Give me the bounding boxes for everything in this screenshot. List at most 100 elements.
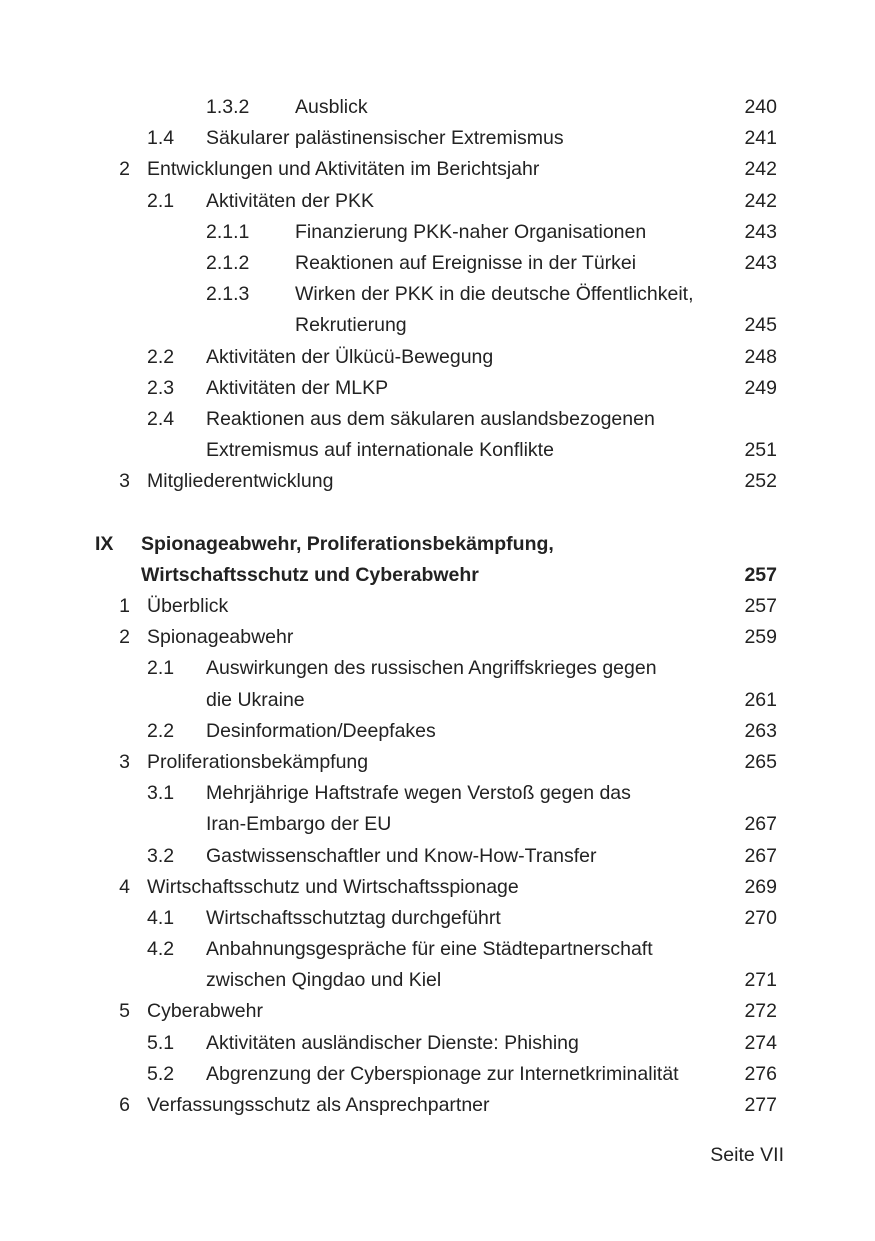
- entry-page: 271: [744, 969, 777, 992]
- entry-number: 2: [119, 626, 130, 649]
- entry-title: Spionageabwehr, Proliferationsbekämpfung…: [141, 532, 554, 555]
- entry-title: Aktivitäten der Ülkücü-Bewegung: [206, 345, 494, 368]
- entry-title: Verfassungsschutz als Ansprechpartner: [147, 1094, 490, 1116]
- toc-entry[interactable]: 3.2 Gastwissenschaftler und Know-How-Tran…: [0, 841, 875, 872]
- toc-line: Iran-Embargo der EU 267: [0, 809, 875, 840]
- toc-line: 2.3 Aktivitäten der MLKP 249: [0, 373, 875, 404]
- page-number: Seite VII: [710, 1144, 784, 1166]
- entry-page: 240: [744, 96, 777, 118]
- toc-entry[interactable]: 2.1.2 Reaktionen auf Ereignisse in der Tü…: [0, 248, 875, 279]
- entry-number: 2.2: [147, 345, 175, 368]
- entry-page: 257: [744, 563, 777, 586]
- entry-page: 252: [744, 470, 777, 493]
- entry-title: Ausblick: [295, 96, 368, 118]
- toc-line: 2.1.1 Finanzierung PKK-naher Organisation…: [0, 217, 875, 248]
- entry-page: 263: [744, 719, 777, 742]
- toc-line: 3 Mitgliederentwicklung 252: [0, 466, 875, 497]
- entry-title: Wirtschaftsschutz und Cyberabwehr: [141, 563, 479, 586]
- entry-page: 249: [744, 376, 777, 399]
- toc-line: 2 Entwicklungen und Aktivitäten im Berich…: [0, 154, 875, 185]
- toc-entry[interactable]: 2.1 Auswirkungen des russischen Angriffsk…: [0, 653, 875, 715]
- entry-number: IX: [95, 532, 114, 555]
- toc-line: Wirtschaftsschutz und Cyberabwehr 257: [0, 560, 875, 591]
- entry-title: Wirtschaftsschutztag durchgeführt: [206, 906, 501, 929]
- toc-entry[interactable]: 6 Verfassungsschutz als Ansprechpartner 27…: [0, 1090, 875, 1121]
- entry-number: 3.1: [147, 782, 175, 805]
- entry-title: Spionageabwehr: [147, 626, 294, 649]
- entry-title: Mehrjährige Haftstrafe wegen Verstoß geg…: [206, 782, 631, 805]
- entry-number: 1.3.2: [206, 96, 250, 118]
- entry-number: 5: [119, 1000, 130, 1023]
- toc-line: 5 Cyberabwehr 272: [0, 996, 875, 1027]
- entry-title: Desinformation/Deepfakes: [206, 719, 436, 742]
- toc-entry[interactable]: 1.3.2 Ausblick 240: [0, 92, 875, 123]
- entry-page: 257: [744, 595, 777, 617]
- toc-entry[interactable]: 2 Entwicklungen und Aktivitäten im Berich…: [0, 154, 875, 185]
- toc-line: 4.2 Anbahnungsgespräche für eine Städtepa…: [0, 934, 875, 965]
- toc-entry[interactable]: 2.3 Aktivitäten der MLKP 249: [0, 373, 875, 404]
- entry-number: 3.2: [147, 844, 175, 867]
- entry-number: 2.2: [147, 719, 175, 742]
- entry-title: die Ukraine: [206, 688, 305, 711]
- entry-number: 2.1.1: [206, 220, 250, 243]
- toc-entry[interactable]: 2.1 Aktivitäten der PKK 242: [0, 186, 875, 217]
- chapter-entry[interactable]: IX Spionageabwehr, Proliferationsbekämpfu…: [0, 529, 875, 591]
- entry-page: 270: [744, 906, 777, 929]
- toc-entry[interactable]: 2 Spionageabwehr 259: [0, 622, 875, 653]
- toc-entry[interactable]: 5.2 Abgrenzung der Cyberspionage zur Inte…: [0, 1059, 875, 1090]
- toc-entry[interactable]: 2.2 Aktivitäten der Ülkücü-Bewegung 248: [0, 342, 875, 373]
- entry-page: 274: [744, 1031, 777, 1054]
- entry-number: 2.1: [147, 657, 175, 680]
- entry-number: 2.1.3: [206, 283, 250, 306]
- entry-title: Entwicklungen und Aktivitäten im Bericht…: [147, 158, 540, 181]
- entry-number: 1: [119, 595, 130, 617]
- entry-title: Wirken der PKK in die deutsche Öffentlic…: [295, 283, 694, 306]
- entry-number: 2.4: [147, 407, 175, 430]
- toc-line: 3.1 Mehrjährige Haftstrafe wegen Verstoß …: [0, 778, 875, 809]
- entry-title: Finanzierung PKK-naher Organisationen: [295, 220, 647, 243]
- entry-number: 4.1: [147, 906, 175, 929]
- entry-title: Aktivitäten ausländischer Dienste: Phish…: [206, 1031, 579, 1054]
- toc-line: 2.1 Auswirkungen des russischen Angriffsk…: [0, 653, 875, 684]
- toc-line: 5.2 Abgrenzung der Cyberspionage zur Inte…: [0, 1059, 875, 1090]
- entry-number: 2.1.2: [206, 251, 250, 274]
- toc-line: IX Spionageabwehr, Proliferationsbekämpfu…: [0, 529, 875, 560]
- entry-title: Rekrutierung: [295, 314, 407, 337]
- entry-title: Proliferationsbekämpfung: [147, 750, 369, 773]
- entry-number: 2.3: [147, 376, 175, 399]
- toc-line: 2.1.2 Reaktionen auf Ereignisse in der Tü…: [0, 248, 875, 279]
- entry-title: Abgrenzung der Cyberspionage zur Interne…: [206, 1062, 679, 1085]
- toc-entry[interactable]: 1 Überblick 257: [0, 591, 875, 622]
- toc-entry[interactable]: 4.2 Anbahnungsgespräche für eine Städtepa…: [0, 934, 875, 996]
- entry-page: 265: [744, 750, 777, 773]
- entry-page: 245: [744, 314, 777, 337]
- entry-number: 5.1: [147, 1031, 175, 1054]
- toc-entry[interactable]: 3.1 Mehrjährige Haftstrafe wegen Verstoß …: [0, 778, 875, 840]
- entry-title: Überblick: [147, 595, 229, 617]
- entry-number: 2.1: [147, 189, 175, 212]
- entry-title: Wirtschaftsschutz und Wirtschaftsspionag…: [147, 875, 519, 898]
- entry-number: 3: [119, 470, 130, 493]
- entry-number: 3: [119, 750, 130, 773]
- toc-entry[interactable]: 2.1.3 Wirken der PKK in die deutsche Öffe…: [0, 279, 875, 341]
- entry-title: Anbahnungsgespräche für eine Städtepartn…: [206, 938, 653, 961]
- toc-entry[interactable]: 2.1.1 Finanzierung PKK-naher Organisation…: [0, 217, 875, 248]
- toc-line: 1 Überblick 257: [0, 591, 875, 622]
- entry-page: 261: [744, 688, 777, 711]
- toc-entry[interactable]: 4.1 Wirtschaftsschutztag durchgeführt 270: [0, 903, 875, 934]
- toc-entry[interactable]: 2.4 Reaktionen aus dem säkularen auslands…: [0, 404, 875, 466]
- toc-line: 2 Spionageabwehr 259: [0, 622, 875, 653]
- toc-entry[interactable]: 1.4 Säkularer palästinensischer Extremism…: [0, 123, 875, 154]
- toc-line: 1.3.2 Ausblick 240: [0, 92, 875, 123]
- toc-entry[interactable]: 3 Proliferationsbekämpfung 265: [0, 747, 875, 778]
- toc-entry[interactable]: 4 Wirtschaftsschutz und Wirtschaftsspiona…: [0, 872, 875, 903]
- toc-entry[interactable]: 5.1 Aktivitäten ausländischer Dienste: Ph…: [0, 1028, 875, 1059]
- toc-entry[interactable]: 3 Mitgliederentwicklung 252: [0, 466, 875, 497]
- toc-entry[interactable]: 5 Cyberabwehr 272: [0, 996, 875, 1027]
- entry-title: Iran-Embargo der EU: [206, 813, 392, 836]
- entry-title: Auswirkungen des russischen Angriffskrie…: [206, 657, 657, 680]
- entry-page: 272: [744, 1000, 777, 1023]
- toc-line: 4 Wirtschaftsschutz und Wirtschaftsspiona…: [0, 872, 875, 903]
- toc-line: 1.4 Säkularer palästinensischer Extremism…: [0, 123, 875, 154]
- toc-entry[interactable]: 2.2 Desinformation/Deepfakes 263: [0, 716, 875, 747]
